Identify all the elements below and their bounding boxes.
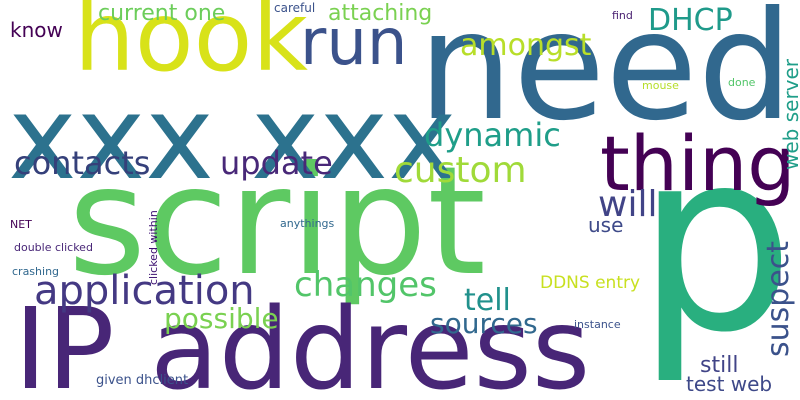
word: thing xyxy=(600,119,796,208)
word: suspect xyxy=(761,241,796,357)
word: hook xyxy=(74,0,308,93)
word: need xyxy=(418,0,793,154)
word: application xyxy=(34,268,255,314)
word: use xyxy=(588,213,623,237)
word: given dhclient xyxy=(96,373,188,388)
word: test web xyxy=(686,372,772,396)
word: update xyxy=(220,144,333,182)
word: custom xyxy=(394,150,527,191)
word: mouse xyxy=(642,79,679,92)
word: IP address xyxy=(14,285,590,400)
word: attaching xyxy=(328,1,432,26)
word: know xyxy=(10,18,63,42)
word: DHCP xyxy=(648,3,733,38)
word: sources xyxy=(430,307,538,340)
word: crashing xyxy=(12,265,59,278)
word: run xyxy=(300,6,407,80)
word: careful xyxy=(274,1,315,15)
word: double clicked xyxy=(14,241,93,254)
word: DDNS entry xyxy=(540,273,640,293)
word: possible xyxy=(164,302,279,335)
word: done xyxy=(728,76,756,89)
word: instance xyxy=(574,318,621,331)
word: tell xyxy=(464,283,511,318)
word: current one xyxy=(98,1,225,26)
word: contacts xyxy=(14,144,150,182)
word: dynamic xyxy=(424,116,561,154)
word: web server xyxy=(779,58,800,170)
word: p xyxy=(636,96,795,387)
word: anythings xyxy=(280,217,335,230)
word: changes xyxy=(294,265,437,305)
word: amongst xyxy=(460,28,592,63)
word: script xyxy=(68,135,486,309)
word: xxx xxx xyxy=(8,71,457,206)
word: still xyxy=(700,353,738,378)
word: find xyxy=(612,9,633,22)
word: NET xyxy=(10,218,32,231)
word: clicked within xyxy=(147,210,160,285)
word: will xyxy=(598,184,657,225)
